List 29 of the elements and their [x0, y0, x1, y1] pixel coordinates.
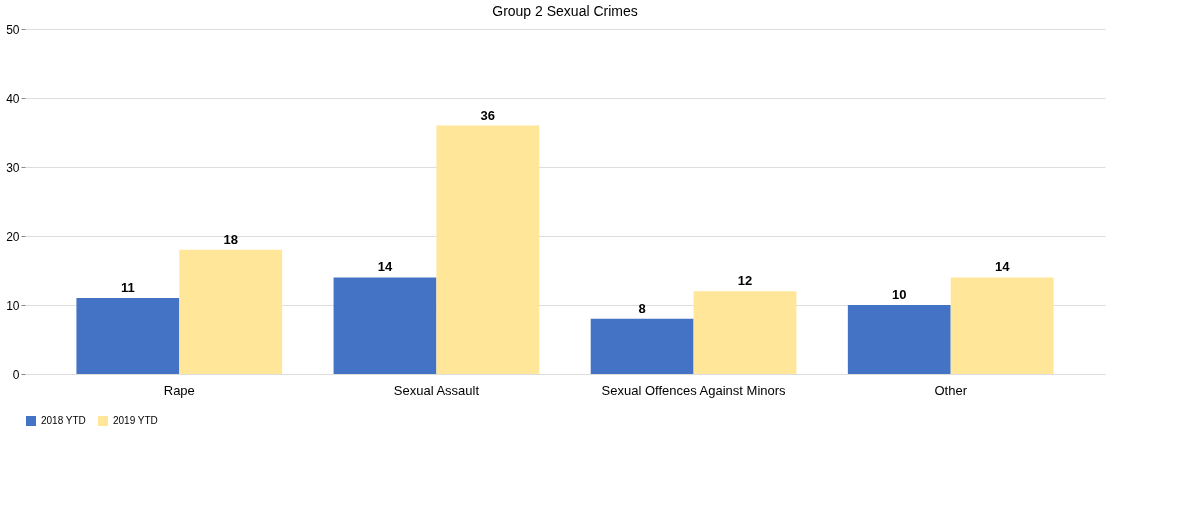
y-tick-label: 10 [6, 298, 20, 313]
y-tick-label: 20 [6, 229, 20, 244]
legend-label: 2018 YTD [41, 415, 86, 426]
bar [693, 291, 797, 374]
bar [847, 305, 951, 374]
x-tick-label: Other [934, 382, 968, 398]
data-label: 14 [377, 259, 393, 275]
x-tick-label: Sexual Offences Against Minors [601, 382, 787, 398]
bar [950, 277, 1054, 374]
x-tick-label: Rape [163, 382, 195, 398]
bar [590, 318, 694, 374]
bar [436, 125, 540, 374]
data-label: 11 [120, 280, 135, 296]
legend-label: 2019 YTD [113, 415, 158, 426]
data-label: 14 [994, 259, 1011, 275]
data-label: 12 [737, 273, 753, 289]
y-tick-label: 40 [6, 91, 20, 106]
y-tick-label: 30 [6, 160, 20, 175]
data-label: 8 [638, 300, 646, 316]
data-label: 36 [480, 107, 496, 123]
x-tick-label: Sexual Assault [393, 382, 480, 398]
chart-title: Group 2 Sexual Crimes [492, 3, 638, 19]
bar [76, 298, 180, 374]
data-label: 18 [223, 231, 238, 247]
data-label: 10 [892, 287, 907, 302]
y-tick-label: 50 [6, 22, 20, 37]
y-tick-label: 0 [12, 367, 20, 382]
bar [179, 249, 283, 374]
bar [333, 277, 437, 374]
